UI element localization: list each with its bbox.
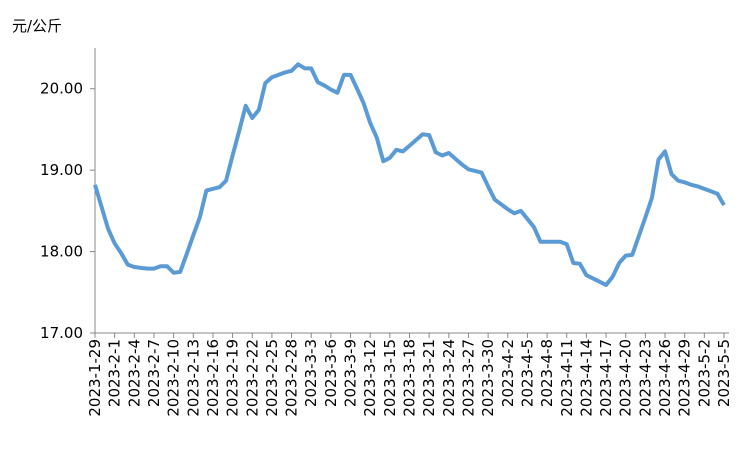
x-tick-label: 2023-3-15	[381, 339, 399, 417]
x-tick-label: 2023-3-24	[440, 339, 458, 417]
x-tick-label: 2023-2-1	[106, 339, 124, 407]
x-tick-label: 2023-2-22	[243, 339, 261, 417]
x-tick-label: 2023-2-10	[165, 339, 183, 417]
x-tick-label: 2023-4-5	[518, 339, 536, 407]
x-tick-label: 2023-2-4	[125, 339, 143, 407]
x-tick-label: 2023-3-18	[401, 339, 419, 417]
x-tick-label: 2023-4-17	[597, 339, 615, 417]
x-tick-label: 2023-3-12	[361, 339, 379, 417]
y-tick-label: 17.00	[40, 324, 83, 342]
x-tick-label: 2023-3-6	[322, 339, 340, 407]
x-tick-label: 2023-4-2	[499, 339, 517, 407]
y-tick-label: 20.00	[40, 80, 83, 98]
x-tick-label: 2023-2-16	[204, 339, 222, 417]
x-tick-label: 2023-2-25	[263, 339, 281, 417]
data-line	[93, 62, 726, 287]
y-tick-label: 18.00	[40, 243, 83, 261]
x-tick-label: 2023-4-20	[617, 339, 635, 417]
x-tick-label: 2023-1-29	[86, 339, 104, 417]
x-tick-label: 2023-3-30	[479, 339, 497, 417]
x-tick-label: 2023-2-28	[283, 339, 301, 417]
x-tick-label: 2023-3-9	[342, 339, 360, 407]
x-tick-label: 2023-5-2	[695, 339, 713, 407]
x-tick-label: 2023-2-7	[145, 339, 163, 407]
x-tick-label: 2023-3-27	[459, 339, 477, 417]
x-tick-label: 2023-2-19	[224, 339, 242, 417]
x-tick-label: 2023-3-21	[420, 339, 438, 417]
x-tick-label: 2023-4-8	[538, 339, 556, 407]
y-axis-label: 元/公斤	[12, 17, 62, 35]
x-tick-label: 2023-4-26	[656, 339, 674, 417]
x-tick-label: 2023-4-14	[577, 339, 595, 417]
x-tick-label: 2023-3-3	[302, 339, 320, 407]
x-tick-label: 2023-2-13	[184, 339, 202, 417]
x-tick-label: 2023-5-5	[715, 339, 733, 407]
x-tick-label: 2023-4-11	[558, 339, 576, 417]
x-tick-label: 2023-4-29	[676, 339, 694, 417]
x-tick-label: 2023-4-23	[636, 339, 654, 417]
y-tick-label: 19.00	[40, 161, 83, 179]
